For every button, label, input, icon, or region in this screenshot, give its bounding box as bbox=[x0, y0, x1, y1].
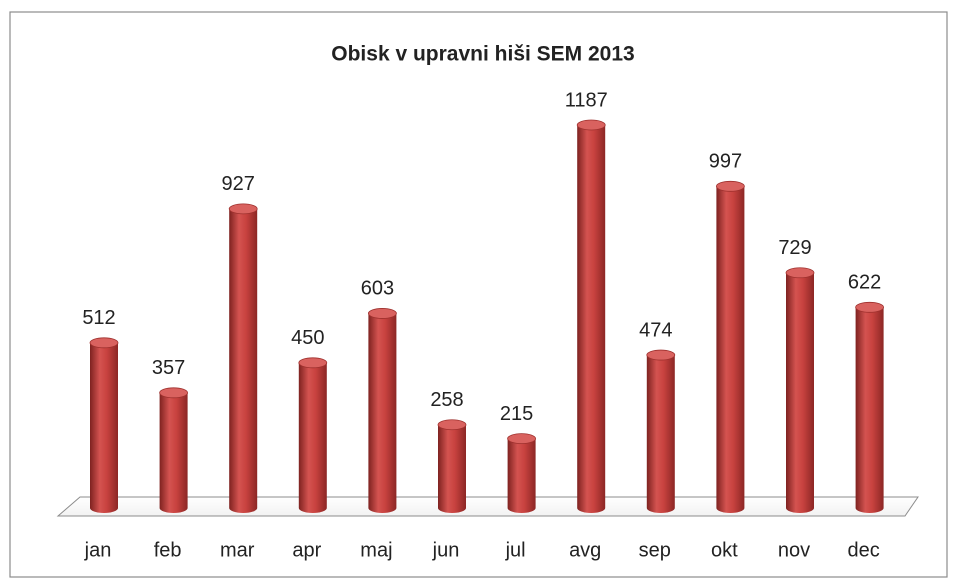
chart-title: Obisk v upravni hiši SEM 2013 bbox=[331, 43, 634, 66]
bar bbox=[716, 186, 745, 513]
x-tick-label: nov bbox=[778, 539, 810, 561]
data-label: 258 bbox=[430, 389, 463, 411]
bar-top bbox=[437, 419, 467, 431]
x-tick-label: avg bbox=[569, 539, 601, 561]
bar-top bbox=[159, 387, 189, 399]
bar-top bbox=[855, 301, 884, 313]
data-label: 927 bbox=[222, 173, 255, 195]
bar bbox=[786, 272, 814, 513]
bar bbox=[507, 438, 536, 513]
x-tick-label: apr bbox=[292, 539, 321, 561]
x-tick-label: okt bbox=[711, 539, 738, 561]
x-tick-label: jul bbox=[505, 539, 526, 561]
bar-top bbox=[367, 308, 397, 319]
data-label: 450 bbox=[291, 327, 324, 349]
bar bbox=[159, 392, 188, 513]
bar bbox=[438, 424, 466, 513]
bar bbox=[229, 208, 258, 514]
bar bbox=[646, 355, 675, 513]
data-label: 474 bbox=[639, 319, 672, 341]
bar-top bbox=[646, 349, 676, 361]
bar-top bbox=[89, 337, 119, 349]
data-label: 997 bbox=[709, 151, 742, 173]
bar bbox=[368, 313, 397, 513]
x-tick-label: sep bbox=[639, 539, 671, 561]
x-tick-label: maj bbox=[360, 539, 392, 561]
bar-top bbox=[298, 357, 328, 369]
x-tick-label: mar bbox=[220, 539, 255, 561]
data-label: 729 bbox=[778, 237, 811, 259]
floor bbox=[56, 496, 919, 517]
data-label: 622 bbox=[848, 272, 881, 294]
bar bbox=[855, 307, 884, 513]
data-label: 215 bbox=[500, 403, 533, 425]
x-tick-label: dec bbox=[847, 539, 879, 561]
x-tick-label: feb bbox=[154, 539, 182, 561]
bar bbox=[577, 125, 606, 513]
bar-top bbox=[716, 180, 745, 192]
x-tick-label: jun bbox=[432, 539, 460, 561]
x-tick-label: jan bbox=[84, 539, 112, 561]
data-label: 603 bbox=[361, 278, 394, 300]
bar-top bbox=[576, 119, 606, 131]
data-label: 512 bbox=[82, 307, 115, 329]
data-label: 1187 bbox=[565, 89, 608, 111]
bar-top bbox=[507, 433, 536, 445]
bar bbox=[90, 342, 118, 513]
data-label: 357 bbox=[152, 357, 185, 379]
bar-top bbox=[785, 267, 815, 279]
bar bbox=[298, 362, 327, 513]
bar-top bbox=[228, 203, 258, 215]
